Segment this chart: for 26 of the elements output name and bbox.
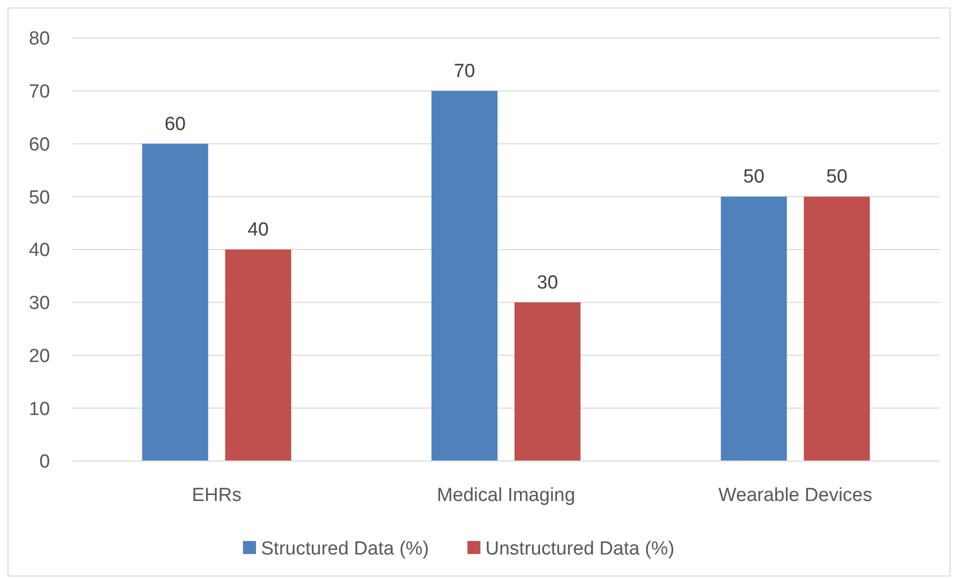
bar	[514, 302, 580, 461]
y-tick-label: 0	[39, 452, 50, 473]
data-label: 30	[536, 272, 558, 294]
y-tick-label: 60	[28, 134, 50, 156]
bar	[720, 196, 787, 461]
x-tick-label: Wearable Devices	[718, 485, 872, 506]
y-tick-label: 20	[28, 346, 50, 367]
data-label: 50	[743, 166, 764, 188]
bar	[142, 144, 208, 461]
y-tick-label: 30	[28, 293, 50, 314]
y-tick-label: 40	[28, 240, 50, 262]
y-tick-label: 10	[28, 398, 50, 420]
x-tick-label: Medical Imaging	[436, 485, 576, 506]
data-label: 40	[248, 220, 269, 240]
data-label: 70	[454, 60, 476, 82]
y-tick-label: 70	[28, 82, 50, 103]
bar	[432, 90, 498, 461]
legend-label: Structured Data (%)	[261, 538, 429, 560]
y-tick-label: 80	[28, 28, 50, 50]
y-tick-label: 50	[28, 187, 50, 208]
bar	[225, 250, 292, 461]
x-tick-label: EHRs	[192, 485, 242, 506]
bar	[804, 196, 870, 461]
data-label: 50	[826, 166, 848, 188]
legend-label: Unstructured Data (%)	[485, 538, 674, 560]
data-label: 60	[164, 114, 186, 135]
